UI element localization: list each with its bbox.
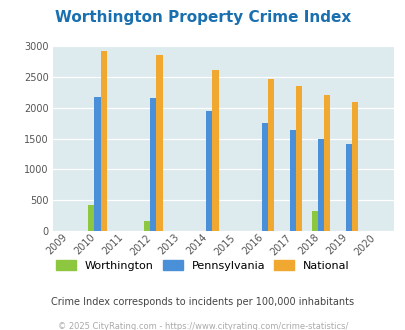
Bar	[206, 111, 212, 231]
Bar	[150, 98, 156, 231]
Bar	[100, 50, 107, 231]
Bar	[212, 70, 218, 231]
Bar	[156, 55, 162, 231]
Bar	[324, 95, 330, 231]
Text: © 2025 CityRating.com - https://www.cityrating.com/crime-statistics/: © 2025 CityRating.com - https://www.city…	[58, 322, 347, 330]
Bar	[296, 85, 302, 231]
Bar	[144, 221, 150, 231]
Bar	[345, 144, 351, 231]
Bar	[290, 130, 296, 231]
Bar	[262, 123, 268, 231]
Text: Worthington Property Crime Index: Worthington Property Crime Index	[55, 10, 350, 25]
Bar	[311, 211, 317, 231]
Bar	[94, 97, 100, 231]
Bar	[268, 79, 274, 231]
Legend: Worthington, Pennsylvania, National: Worthington, Pennsylvania, National	[54, 258, 351, 273]
Bar	[317, 139, 324, 231]
Bar	[88, 205, 94, 231]
Text: Crime Index corresponds to incidents per 100,000 inhabitants: Crime Index corresponds to incidents per…	[51, 297, 354, 307]
Bar	[351, 102, 358, 231]
